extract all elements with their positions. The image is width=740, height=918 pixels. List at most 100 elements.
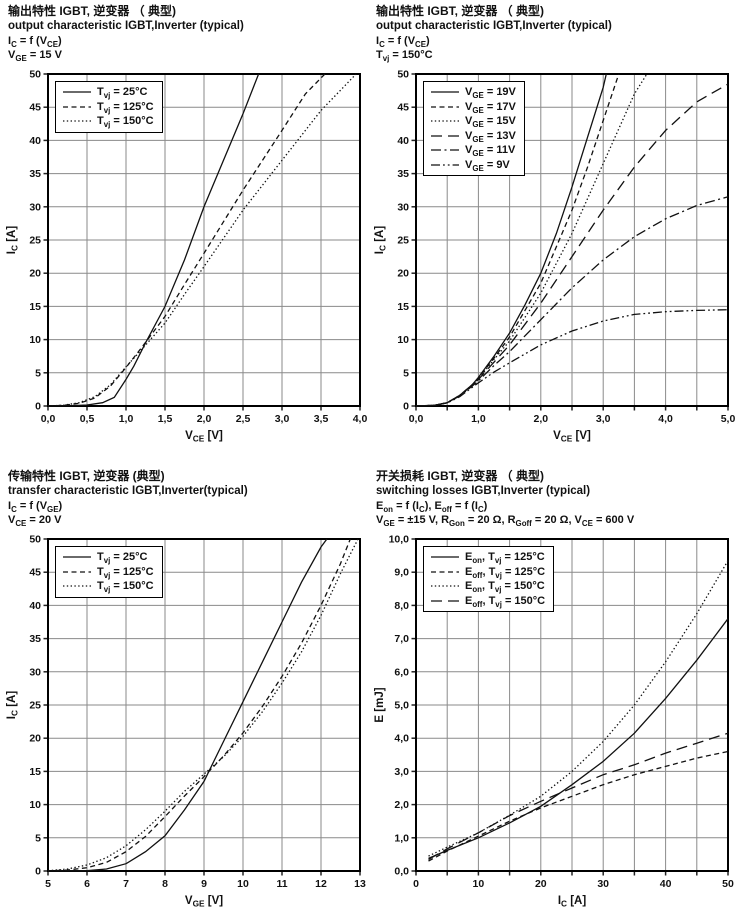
legend-item-eoff-150: Eoff, Tvj = 150°C — [430, 594, 546, 609]
svg-text:8,0: 8,0 — [394, 600, 409, 612]
legend-line-sample — [63, 556, 91, 558]
svg-text:5,0: 5,0 — [721, 413, 736, 425]
legend-item-tvj-25: Tvj = 25°C — [62, 550, 154, 565]
svg-text:5: 5 — [35, 832, 41, 844]
svg-text:15: 15 — [29, 301, 41, 313]
curve-tvj-150 — [47, 538, 359, 872]
chart-condition-1: Eon = f (IC), Eoff = f (IC) — [376, 500, 488, 515]
svg-text:35: 35 — [29, 168, 41, 180]
legend-line-sample — [63, 106, 91, 108]
svg-text:1,0: 1,0 — [394, 832, 409, 844]
x-tick-labels: 0,0 0,5 1,0 1,5 2,0 2,5 3,0 3,5 4,0 — [41, 413, 368, 425]
chart-title-en: output characteristic IGBT,Inverter (typ… — [8, 20, 244, 32]
legend-label: Tvj = 25°C — [97, 551, 148, 566]
curve-tvj-25 — [47, 538, 328, 872]
legend-item-tvj-25: Tvj = 25°C — [62, 85, 154, 100]
curve-tvj-150 — [47, 73, 357, 407]
svg-text:7,0: 7,0 — [394, 633, 409, 645]
x-tick-labels: 0,0 1,0 2,0 3,0 4,0 5,0 — [409, 413, 736, 425]
y-tick-labels: 0 5 10 15 20 25 30 35 40 45 50 — [29, 534, 41, 878]
legend-item-vge-13: VGE = 13V — [430, 129, 516, 143]
svg-text:5,0: 5,0 — [394, 700, 409, 712]
x-axis-label: VGE [V] — [185, 895, 223, 909]
chart-output-characteristic-vge15: 0,0 0,5 1,0 1,5 2,0 2,5 3,0 3,5 4,0 0 5 10 15 20 25 30 3… — [6, 68, 372, 444]
svg-text:15: 15 — [397, 301, 409, 313]
legend-line-sample — [431, 106, 459, 108]
legend-label: Eoff, Tvj = 150°C — [465, 594, 546, 609]
legend-item-vge-19: VGE = 19V — [430, 85, 516, 100]
legend-item-tvj-125: Tvj = 125°C — [62, 565, 154, 579]
y-tick-labels: 0 5 10 15 20 25 30 35 40 45 50 — [397, 69, 409, 413]
legend-line-sample — [431, 571, 459, 573]
chart-header: 输出特性 IGBT, 逆变器 （ 典型) output characterist… — [8, 4, 372, 63]
panel-switching-losses: 开关损耗 IGBT, 逆变器 （ 典型) switching losses IG… — [374, 469, 740, 918]
svg-text:11: 11 — [276, 878, 287, 890]
svg-text:12: 12 — [315, 878, 327, 890]
legend-item-tvj-150: Tvj = 150°C — [62, 114, 154, 129]
legend-item-eoff-125: Eoff, Tvj = 125°C — [430, 565, 546, 580]
curve-eon-125 — [428, 618, 729, 859]
curves — [415, 73, 729, 407]
curve-tvj-125 — [47, 73, 326, 407]
legend-label: VGE = 11V — [465, 144, 516, 159]
svg-text:45: 45 — [397, 102, 409, 114]
svg-text:3,5: 3,5 — [314, 413, 329, 425]
legend-item-vge-15: VGE = 15V — [430, 114, 516, 129]
curves — [47, 538, 359, 872]
svg-text:30: 30 — [597, 878, 609, 890]
svg-text:3,0: 3,0 — [275, 413, 290, 425]
legend-label: Eoff, Tvj = 125°C — [465, 565, 546, 580]
svg-text:1,0: 1,0 — [119, 413, 134, 425]
svg-text:50: 50 — [29, 69, 41, 81]
legend: VGE = 19V VGE = 17V VGE = 15V VGE = 13V VGE … — [423, 81, 525, 176]
curve-tvj-125 — [47, 538, 351, 872]
svg-text:4,0: 4,0 — [658, 413, 673, 425]
legend-item-vge-11: VGE = 11V — [430, 143, 516, 158]
x-tick-labels: 0 10 20 30 40 50 — [413, 878, 734, 890]
svg-text:10: 10 — [29, 799, 41, 811]
svg-text:6: 6 — [84, 878, 90, 890]
svg-text:0: 0 — [403, 401, 409, 413]
svg-text:45: 45 — [29, 102, 41, 114]
svg-text:2,5: 2,5 — [236, 413, 251, 425]
legend-item-tvj-150: Tvj = 150°C — [62, 579, 154, 594]
legend: Tvj = 25°C Tvj = 125°C Tvj = 150°C — [55, 81, 163, 133]
chart-header: 开关损耗 IGBT, 逆变器 （ 典型) switching losses IG… — [376, 469, 740, 529]
chart-title-en: switching losses IGBT,Inverter (typical) — [376, 485, 591, 497]
svg-text:40: 40 — [29, 600, 41, 612]
legend-line-sample — [431, 164, 459, 166]
svg-text:5: 5 — [45, 878, 51, 890]
legend-item-vge-17: VGE = 17V — [430, 100, 516, 114]
curve-vge-9 — [415, 309, 729, 407]
chart-header: 传输特性 IGBT, 逆变器 (典型) transfer characteris… — [8, 469, 372, 528]
svg-text:2,0: 2,0 — [197, 413, 212, 425]
chart-condition-1: IC = f (VCE) — [8, 35, 62, 50]
panel-output-characteristic-tvj150: 输出特性 IGBT, 逆变器 （ 典型) output characterist… — [374, 4, 740, 453]
legend-item-eon-125: Eon, Tvj = 125°C — [430, 550, 545, 565]
chart-output-characteristic-tvj150: 0,0 1,0 2,0 3,0 4,0 5,0 0 5 10 15 20 25 30 35 40 45 50 VC… — [374, 68, 740, 444]
legend-line-sample — [63, 120, 91, 122]
legend-line-sample — [63, 571, 91, 573]
chart-condition-2: VGE = ±15 V, RGon = 20 Ω, RGoff = 20 Ω, … — [376, 514, 635, 529]
svg-text:20: 20 — [397, 268, 409, 280]
chart-switching-losses: 0 10 20 30 40 50 0,0 1,0 2,0 3,0 4,0 5,0 6,0 7,0 8,0 9,… — [374, 533, 740, 909]
svg-text:0: 0 — [35, 401, 41, 413]
legend-line-sample — [63, 91, 91, 93]
curve-tvj-25 — [47, 73, 260, 407]
svg-text:25: 25 — [29, 235, 41, 247]
svg-text:0,0: 0,0 — [41, 413, 56, 425]
curve-vge-15 — [415, 73, 648, 407]
curve-vge-11 — [415, 196, 729, 407]
legend-item-vge-9: VGE = 9V — [430, 158, 516, 172]
y-axis-label: IC [A] — [6, 226, 20, 255]
svg-text:10,0: 10,0 — [389, 534, 410, 546]
chart-title-zh: 开关损耗 IGBT, 逆变器 （ 典型) — [376, 469, 545, 483]
svg-text:25: 25 — [397, 235, 409, 247]
svg-text:6,0: 6,0 — [394, 666, 409, 678]
legend: Tvj = 25°C Tvj = 125°C Tvj = 150°C — [55, 546, 163, 598]
svg-text:0,0: 0,0 — [394, 866, 409, 878]
legend-line-sample — [431, 120, 459, 122]
plot-frame — [415, 538, 729, 872]
